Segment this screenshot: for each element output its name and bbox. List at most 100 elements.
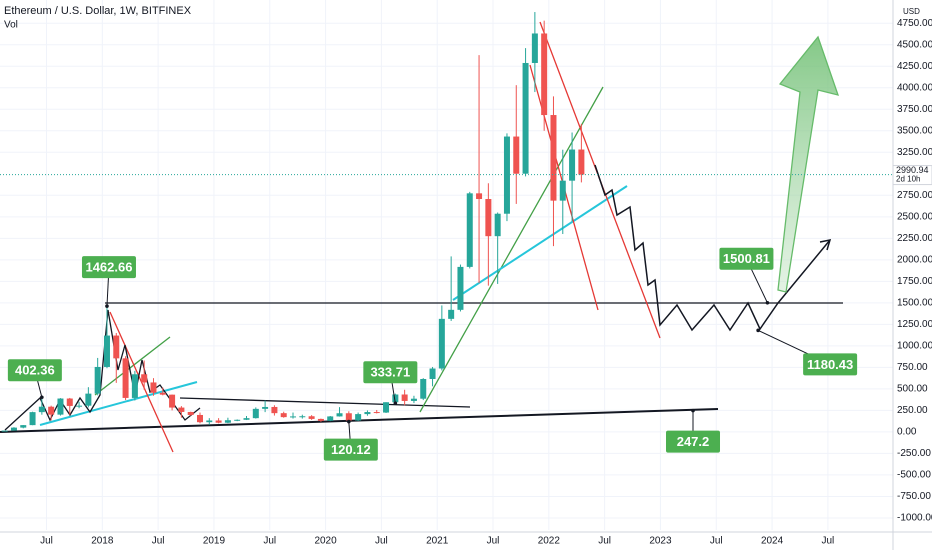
candle-body — [290, 416, 297, 418]
callout-box — [666, 430, 721, 453]
y-tick-label: 1750.00 — [897, 276, 932, 287]
trend-line — [452, 185, 628, 301]
candle-body — [569, 149, 576, 181]
y-tick-label: 0.00 — [897, 427, 917, 438]
candle-body — [196, 414, 203, 423]
x-tick-label: 2022 — [538, 536, 561, 547]
candle-body — [38, 406, 45, 413]
projection-path — [594, 164, 831, 332]
y-tick-label: 4000.00 — [897, 82, 932, 93]
x-tick-label: 2023 — [649, 536, 672, 547]
y-tick-label: -500.00 — [897, 470, 931, 481]
candle-body — [513, 136, 520, 174]
candle-body — [262, 406, 269, 409]
chart-title: Ethereum / U.S. Dollar, 1W, BITFINEX — [4, 5, 192, 17]
candle-body — [420, 379, 427, 399]
vol-label: Vol — [4, 20, 18, 31]
x-tick-label: Jul — [263, 536, 276, 547]
candle-body — [252, 408, 259, 419]
x-tick-label: 2021 — [426, 536, 449, 547]
candle-body — [10, 427, 17, 431]
trend-line — [419, 86, 604, 413]
candle-body — [355, 414, 362, 421]
y-tick-label: 4500.00 — [897, 39, 932, 50]
callout-box — [363, 361, 418, 384]
candle-body — [224, 420, 231, 423]
x-tick-label: Jul — [487, 536, 500, 547]
candle-body — [485, 199, 492, 237]
candle-body — [448, 309, 455, 319]
candle-body — [169, 394, 176, 408]
y-tick-label: 250.00 — [897, 405, 928, 416]
candle-body — [559, 180, 566, 201]
y-tick-label: 500.00 — [897, 384, 928, 395]
callout-point — [765, 300, 770, 305]
candle-body — [94, 366, 101, 394]
candle-body — [476, 193, 483, 200]
candle-body — [383, 402, 390, 413]
candle-body — [541, 33, 548, 116]
x-tick-label: Jul — [375, 536, 388, 547]
candle-body — [336, 413, 343, 417]
candle-body — [66, 398, 73, 406]
y-tick-label: 3250.00 — [897, 147, 932, 158]
y-tick-label: -1000.00 — [897, 513, 932, 524]
candle-body — [457, 266, 464, 310]
y-tick-label: 2750.00 — [897, 190, 932, 201]
candle-body — [187, 411, 194, 415]
candle-body — [364, 412, 371, 415]
trend-line — [39, 381, 198, 426]
y-tick-label: 4750.00 — [897, 18, 932, 29]
y-tick-label: 750.00 — [897, 362, 928, 373]
y-tick-label: 2250.00 — [897, 233, 932, 244]
candle-body — [48, 406, 55, 415]
candle-body — [550, 115, 557, 201]
candle-body — [373, 412, 380, 414]
y-tick-label: -250.00 — [897, 448, 931, 459]
candle-body — [308, 416, 315, 419]
x-tick-label: Jul — [40, 536, 53, 547]
candle-body — [392, 394, 399, 403]
candle-body — [206, 420, 213, 423]
callout-box — [323, 438, 378, 461]
callout-point — [347, 419, 351, 424]
candle-body — [578, 149, 585, 175]
callout-label: 1180.43 — [807, 357, 853, 372]
x-tick-label: Jul — [710, 536, 723, 547]
candle-body — [503, 136, 510, 214]
callout-box — [803, 353, 858, 376]
callout-label: 1462.66 — [85, 260, 132, 275]
last-price-box — [892, 165, 932, 186]
callout-point — [393, 401, 398, 406]
arrow-head — [819, 239, 832, 251]
callout-label: 333.71 — [370, 365, 410, 380]
y-tick-label: 1250.00 — [897, 319, 932, 330]
candle-body — [438, 318, 445, 369]
candle-body — [410, 398, 417, 401]
callout-point — [756, 328, 760, 333]
candle-body — [401, 394, 408, 401]
candle-body — [429, 368, 436, 380]
y-tick-label: 2500.00 — [897, 211, 932, 222]
candle-body — [234, 419, 241, 421]
candle-body — [141, 374, 148, 383]
x-tick-label: 2018 — [91, 536, 114, 547]
x-tick-label: 2024 — [761, 536, 784, 547]
candle-body — [29, 412, 36, 426]
candle-body — [1, 430, 8, 432]
candle-body — [178, 407, 185, 412]
candle-body — [494, 213, 501, 237]
candle-body — [85, 393, 92, 406]
y-tick-label: 4250.00 — [897, 61, 932, 72]
x-tick-label: Jul — [152, 536, 165, 547]
y-tick-label: 3500.00 — [897, 125, 932, 136]
callout-label: 120.12 — [331, 442, 371, 457]
candle-body — [103, 335, 110, 367]
candle-body — [345, 413, 352, 421]
candle-body — [522, 62, 529, 174]
callout-label: 402.36 — [15, 363, 55, 378]
candle-body — [215, 420, 222, 423]
candle-body — [131, 374, 138, 398]
y-axis-label: USD — [903, 7, 920, 16]
x-tick-label: Jul — [598, 536, 611, 547]
